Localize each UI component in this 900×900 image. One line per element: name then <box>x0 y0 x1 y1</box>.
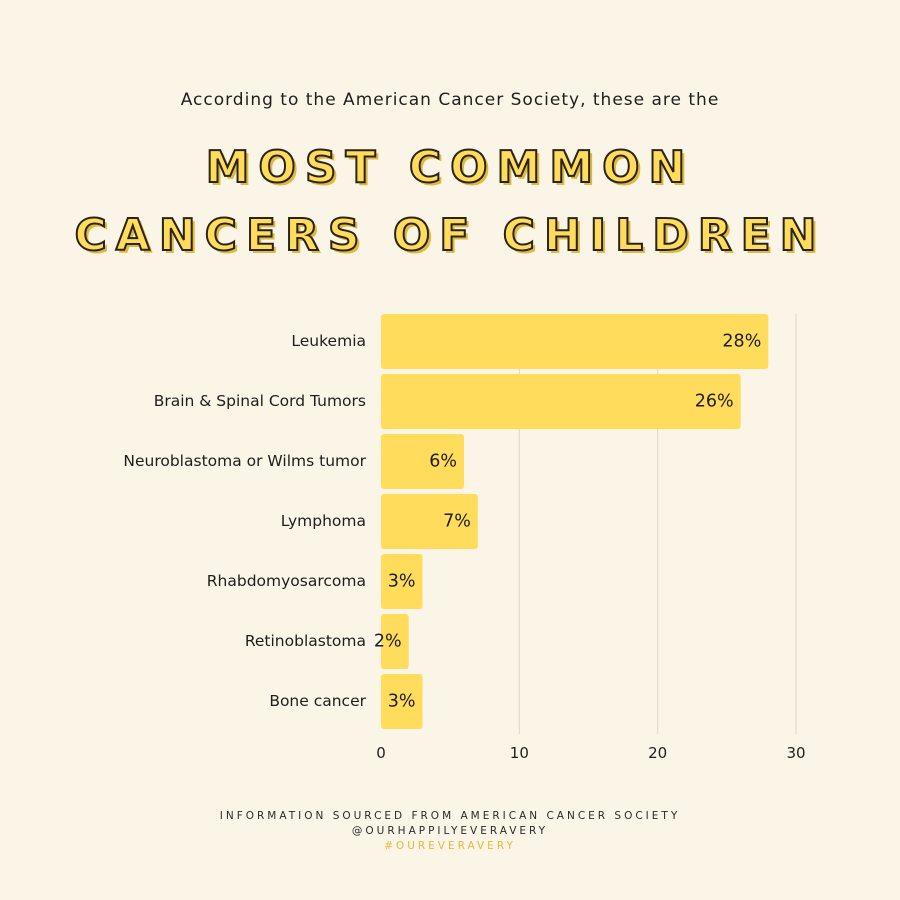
bar-6 <box>381 674 423 729</box>
bar-5 <box>381 614 409 669</box>
data-label-1: 26% <box>695 392 734 412</box>
category-label-3: Lymphoma <box>281 512 366 530</box>
data-label-3: 7% <box>443 512 471 532</box>
x-tick-label-0: 0 <box>376 744 386 762</box>
x-tick-label-20: 20 <box>648 744 667 762</box>
category-label-4: Rhabdomyosarcoma <box>207 572 366 590</box>
bar-3 <box>381 494 478 549</box>
data-label-6: 3% <box>388 692 416 712</box>
title-line-1: MOST COMMON <box>205 141 695 194</box>
x-tick-label-10: 10 <box>510 744 529 762</box>
category-label-1: Brain & Spinal Cord Tumors <box>154 392 366 410</box>
category-label-0: Leukemia <box>291 332 366 350</box>
bar-0 <box>381 314 769 369</box>
instagram-handle: @OURHAPPILYEVERAVERY <box>351 825 549 837</box>
data-label-5: 2% <box>374 632 402 652</box>
category-label-2: Neuroblastoma or Wilms tumor <box>123 452 366 470</box>
x-tick-label-30: 30 <box>786 744 805 762</box>
bar-chart: Leukemia 28% Brain & Spinal Cord Tumors 26%… <box>123 314 806 762</box>
data-label-0: 28% <box>722 332 761 352</box>
intro-text: According to the American Cancer Society… <box>180 90 720 110</box>
data-label-4: 3% <box>388 572 416 592</box>
bar-2 <box>381 434 464 489</box>
bar-4 <box>381 554 423 609</box>
source-credit: INFORMATION SOURCED FROM AMERICAN CANCER… <box>219 810 681 822</box>
data-label-2: 6% <box>429 452 457 472</box>
bar-1 <box>381 374 741 429</box>
category-label-6: Bone cancer <box>269 692 366 710</box>
title-line-2: CANCERS OF CHILDREN <box>74 209 826 262</box>
hashtag: #OUREVERAVERY <box>384 840 516 852</box>
category-label-5: Retinoblastoma <box>245 632 366 650</box>
